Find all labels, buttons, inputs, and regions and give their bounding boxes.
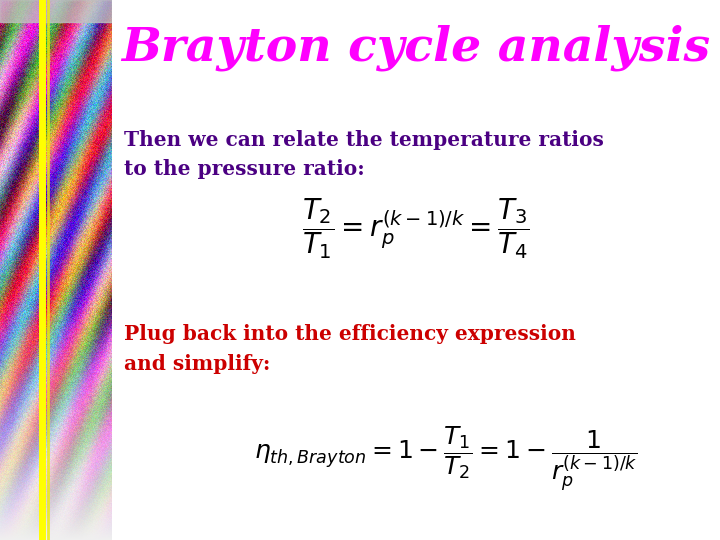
Text: $\dfrac{T_2}{T_1} = r_p^{(k-1)/k} = \dfrac{T_3}{T_4}$: $\dfrac{T_2}{T_1} = r_p^{(k-1)/k} = \dfr… [302,197,530,261]
Bar [0,0,112,22]
Text: Brayton cycle analysis: Brayton cycle analysis [121,24,711,71]
Text: $\eta_{th,Brayton} = 1 - \dfrac{T_1}{T_2} = 1 - \dfrac{1}{r_p^{(k-1)/k}}$: $\eta_{th,Brayton} = 1 - \dfrac{T_1}{T_2… [254,424,638,492]
Text: to the pressure ratio:: to the pressure ratio: [124,159,364,179]
Text: and simplify:: and simplify: [124,354,270,374]
Text: Then we can relate the temperature ratios: Then we can relate the temperature ratio… [124,130,603,150]
Text: Plug back into the efficiency expression: Plug back into the efficiency expression [124,324,576,344]
